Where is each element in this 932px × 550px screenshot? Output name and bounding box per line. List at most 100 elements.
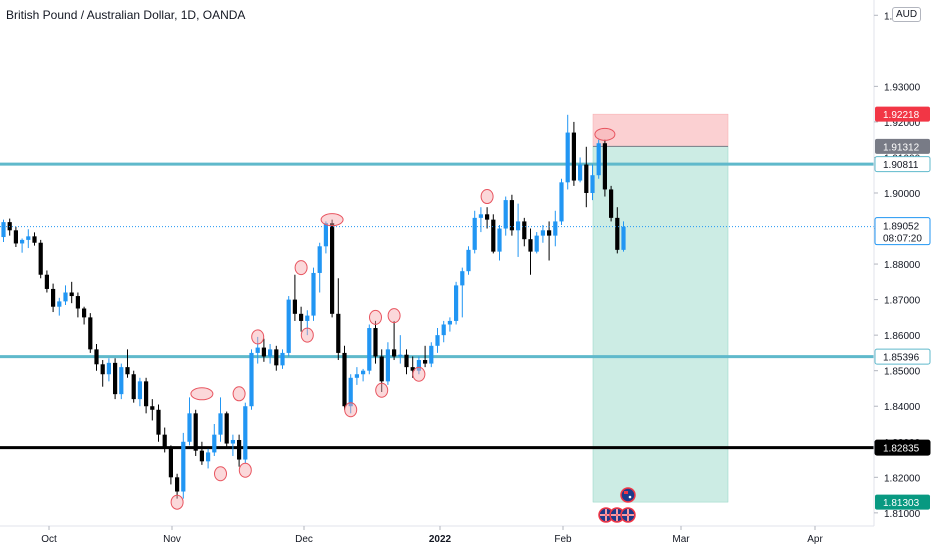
x-tick-label: 2022 <box>429 534 452 545</box>
highlight-marker <box>294 260 308 276</box>
x-tick-label: Dec <box>295 534 313 545</box>
stop-loss-zone[interactable] <box>592 113 729 147</box>
candle-body <box>20 239 25 244</box>
candle-body <box>26 236 31 240</box>
candle-body <box>237 439 242 460</box>
countdown-label: 08:07:20 <box>883 234 922 245</box>
candle-body <box>609 189 614 218</box>
take-profit-label-bg <box>875 494 930 510</box>
australia-flag-icon[interactable] <box>620 487 636 503</box>
y-tick-label: 1.93000 <box>884 82 921 93</box>
candle-body <box>230 439 235 444</box>
candle-body <box>423 360 428 364</box>
candle-body <box>547 230 552 236</box>
uk-flag-icon[interactable] <box>620 507 636 523</box>
candle-body <box>385 349 390 382</box>
candle-body <box>156 409 161 435</box>
candle-body <box>491 219 496 252</box>
highlight-marker <box>412 366 426 382</box>
candle-body <box>106 362 111 375</box>
candle-body <box>144 381 149 407</box>
candle-body <box>1 222 6 238</box>
candle-body <box>150 406 155 410</box>
event-flags[interactable] <box>598 487 636 523</box>
x-tick-label: Feb <box>554 534 572 545</box>
candle-body <box>168 448 173 478</box>
highlight-marker <box>369 309 382 325</box>
y-tick-label: 1.92000 <box>884 118 921 129</box>
candle-body <box>255 347 260 353</box>
candle-body <box>243 406 248 460</box>
y-tick-label: 1.90000 <box>884 189 921 200</box>
candle-body <box>410 367 415 371</box>
candle-body <box>299 313 304 321</box>
y-tick-label: 1.84000 <box>884 402 921 413</box>
candle-body <box>69 292 74 297</box>
candle-body <box>286 299 291 353</box>
last-price-label: 1.89052 <box>883 222 920 233</box>
candle-body <box>429 345 434 364</box>
highlight-marker <box>344 402 358 418</box>
candle-body <box>509 200 514 231</box>
currency-badge[interactable]: AUD <box>892 7 922 22</box>
candle-body <box>88 317 93 350</box>
short-position-tool[interactable] <box>592 113 729 503</box>
candle-body <box>292 299 297 314</box>
take-profit-zone[interactable] <box>592 146 729 503</box>
y-tick-label: 1.85000 <box>884 367 921 378</box>
candle-body <box>113 362 118 395</box>
candle-body <box>342 352 347 407</box>
candle-body <box>199 450 204 462</box>
y-tick-label: 1.86000 <box>884 331 921 342</box>
candle-body <box>478 214 483 218</box>
candle-body <box>131 374 136 400</box>
candle-body <box>13 230 18 244</box>
y-tick-label: 1.88000 <box>884 260 921 271</box>
candle-body <box>348 377 353 407</box>
candle-body <box>596 143 601 176</box>
candle-body <box>57 301 62 307</box>
x-tick-label: Nov <box>163 534 181 545</box>
highlight-markers <box>170 127 616 510</box>
candle-body <box>621 226 626 250</box>
candle-body <box>125 367 130 375</box>
highlight-marker <box>387 308 401 324</box>
uk-flag-icon[interactable] <box>609 507 625 523</box>
candle-body <box>274 349 279 366</box>
highlight-marker <box>300 327 314 343</box>
candle-body <box>187 413 192 442</box>
candle-body <box>38 242 43 275</box>
candle-body <box>361 370 366 375</box>
symbol-title[interactable]: British Pound / Australian Dollar, 1D, O… <box>6 8 246 22</box>
candle-body <box>323 223 328 247</box>
flag-star <box>628 495 632 499</box>
horizontal-levels[interactable] <box>0 162 874 450</box>
highlight-marker <box>214 466 227 482</box>
candle-body <box>44 274 49 289</box>
candle-body <box>51 288 56 307</box>
candle-body <box>175 477 180 492</box>
stop-loss-label: 1.92218 <box>883 110 920 121</box>
candle-body <box>373 328 378 357</box>
candle-body <box>336 313 341 353</box>
level-label: 1.82835 <box>883 444 920 455</box>
candle-body <box>516 221 521 231</box>
candle-body <box>454 285 459 321</box>
candle-body <box>522 221 527 240</box>
x-tick-label: Mar <box>672 534 690 545</box>
price-axis-panel[interactable] <box>874 0 932 550</box>
candle-body <box>305 315 310 321</box>
candle-body <box>63 292 68 302</box>
candle-body <box>398 354 403 357</box>
candle-body <box>181 441 186 492</box>
flag-detail <box>624 491 628 494</box>
candle-body <box>540 230 545 236</box>
highlight-marker <box>170 494 184 510</box>
entry-label-bg <box>875 138 930 154</box>
level-label-bg <box>874 439 931 456</box>
candle-body <box>94 349 99 365</box>
highlight-marker <box>190 387 214 401</box>
candle-body <box>75 296 80 309</box>
candle-body <box>565 132 570 183</box>
